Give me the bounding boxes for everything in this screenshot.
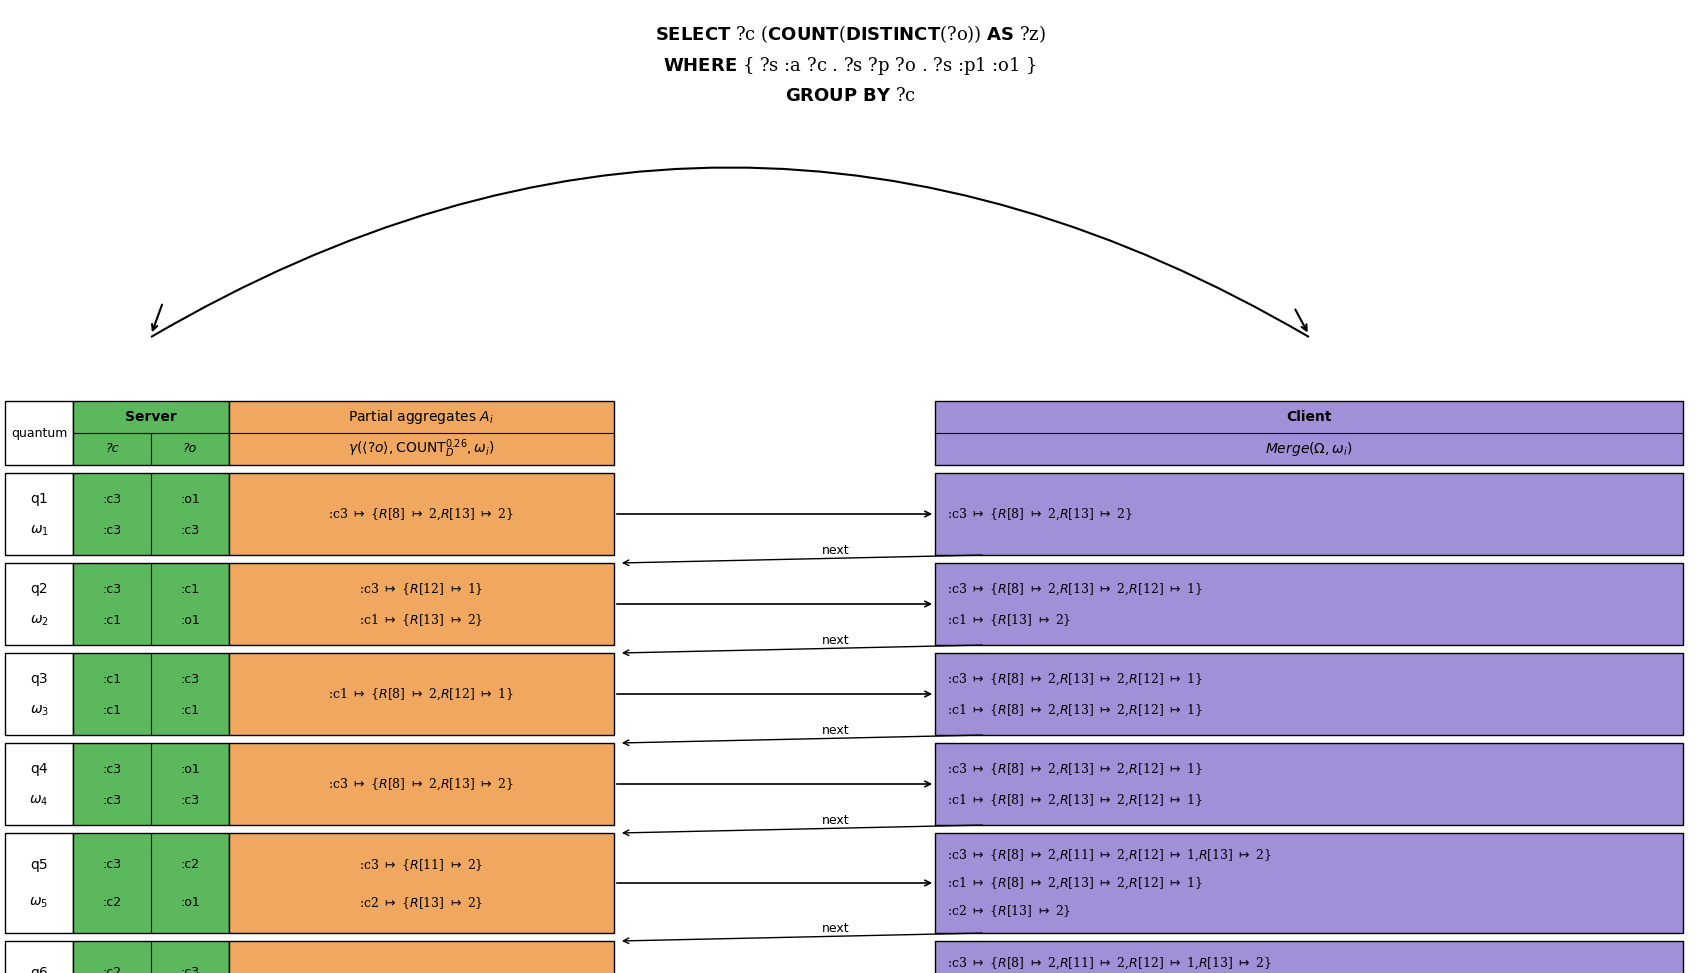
Text: q4: q4 (31, 762, 48, 776)
Text: :c3 $\mapsto$ {$R$[8] $\mapsto$ 2,$R$[11] $\mapsto$ 2,$R$[12] $\mapsto$ 1,$R$[13: :c3 $\mapsto$ {$R$[8] $\mapsto$ 2,$R$[11… (946, 847, 1272, 863)
FancyBboxPatch shape (229, 833, 613, 933)
FancyBboxPatch shape (5, 473, 73, 555)
Text: :c1: :c1 (102, 703, 122, 717)
FancyBboxPatch shape (5, 941, 73, 973)
Text: next: next (822, 634, 849, 647)
Text: :c3 $\mapsto$ {$R$[8] $\mapsto$ 2,$R$[13] $\mapsto$ 2,$R$[12] $\mapsto$ 1}: :c3 $\mapsto$ {$R$[8] $\mapsto$ 2,$R$[13… (946, 582, 1202, 597)
Text: q5: q5 (31, 858, 48, 872)
Text: :c3: :c3 (102, 858, 122, 872)
Text: :c1 $\mapsto$ {$R$[8] $\mapsto$ 2,$R$[13] $\mapsto$ 2,$R$[12] $\mapsto$ 1}: :c1 $\mapsto$ {$R$[8] $\mapsto$ 2,$R$[13… (946, 876, 1202, 890)
FancyBboxPatch shape (5, 653, 73, 735)
Text: :c3: :c3 (102, 794, 122, 807)
Text: :c1 $\mapsto$ {$R$[8] $\mapsto$ 2,$R$[12] $\mapsto$ 1}: :c1 $\mapsto$ {$R$[8] $\mapsto$ 2,$R$[12… (328, 686, 514, 702)
Text: :c1: :c1 (102, 614, 122, 627)
Text: :c3: :c3 (180, 523, 199, 537)
FancyBboxPatch shape (934, 473, 1683, 555)
Text: Client: Client (1285, 410, 1331, 424)
FancyBboxPatch shape (229, 401, 613, 465)
FancyBboxPatch shape (5, 563, 73, 645)
FancyBboxPatch shape (229, 653, 613, 735)
Text: :c2 $\mapsto$ {$R$[13] $\mapsto$ 2}: :c2 $\mapsto$ {$R$[13] $\mapsto$ 2} (946, 903, 1071, 919)
Text: :c1: :c1 (102, 672, 122, 686)
FancyBboxPatch shape (5, 743, 73, 825)
Text: :c3 $\mapsto$ {$R$[12] $\mapsto$ 1}: :c3 $\mapsto$ {$R$[12] $\mapsto$ 1} (358, 581, 484, 597)
Text: :c1 $\mapsto$ {$R$[13] $\mapsto$ 2}: :c1 $\mapsto$ {$R$[13] $\mapsto$ 2} (358, 613, 484, 629)
Text: :c3 $\mapsto$ {$R$[8] $\mapsto$ 2,$R$[13] $\mapsto$ 2}: :c3 $\mapsto$ {$R$[8] $\mapsto$ 2,$R$[13… (328, 776, 514, 792)
FancyBboxPatch shape (229, 473, 613, 555)
Text: :c1 $\mapsto$ {$R$[8] $\mapsto$ 2,$R$[13] $\mapsto$ 2,$R$[12] $\mapsto$ 1}: :c1 $\mapsto$ {$R$[8] $\mapsto$ 2,$R$[13… (946, 703, 1202, 718)
Text: :o1: :o1 (180, 492, 200, 506)
FancyBboxPatch shape (73, 653, 229, 735)
Text: next: next (822, 724, 849, 737)
FancyBboxPatch shape (73, 743, 229, 825)
FancyBboxPatch shape (934, 833, 1683, 933)
Text: :o1: :o1 (180, 896, 200, 910)
Text: :c2: :c2 (102, 896, 122, 910)
Text: :c3: :c3 (180, 794, 199, 807)
Text: :c1: :c1 (180, 703, 199, 717)
Text: :c3 $\mapsto$ {$R$[8] $\mapsto$ 2,$R$[13] $\mapsto$ 2,$R$[12] $\mapsto$ 1}: :c3 $\mapsto$ {$R$[8] $\mapsto$ 2,$R$[13… (946, 762, 1202, 777)
FancyBboxPatch shape (934, 743, 1683, 825)
Text: :c3: :c3 (102, 492, 122, 506)
Text: $\omega_2$: $\omega_2$ (29, 613, 48, 628)
FancyBboxPatch shape (934, 563, 1683, 645)
Text: :c3 $\mapsto$ {$R$[11] $\mapsto$ 2}: :c3 $\mapsto$ {$R$[11] $\mapsto$ 2} (358, 857, 484, 873)
Text: :o1: :o1 (180, 614, 200, 627)
FancyBboxPatch shape (934, 401, 1683, 465)
Text: $\omega_4$: $\omega_4$ (29, 793, 49, 808)
Text: $\mathbf{SELECT}$ ?c ($\mathbf{COUNT}$($\mathbf{DISTINCT}$(?o)) $\mathbf{AS}$ ?z: $\mathbf{SELECT}$ ?c ($\mathbf{COUNT}$($… (654, 23, 1044, 45)
Text: :c1: :c1 (180, 583, 199, 595)
FancyBboxPatch shape (229, 743, 613, 825)
Text: :c3: :c3 (102, 583, 122, 595)
Text: q6: q6 (31, 966, 48, 973)
FancyBboxPatch shape (229, 563, 613, 645)
Text: $\gamma(\langle{?o}\rangle, \mathrm{COUNT}_D^{0.26}, \omega_i)$: $\gamma(\langle{?o}\rangle, \mathrm{COUN… (348, 438, 494, 460)
Text: :c3: :c3 (180, 672, 199, 686)
Text: :c3 $\mapsto$ {$R$[8] $\mapsto$ 2,$R$[13] $\mapsto$ 2}: :c3 $\mapsto$ {$R$[8] $\mapsto$ 2,$R$[13… (328, 506, 514, 522)
Text: $\omega_5$: $\omega_5$ (29, 896, 49, 910)
FancyBboxPatch shape (934, 941, 1683, 973)
Text: $\mathit{Merge}(\Omega, \omega_i)$: $\mathit{Merge}(\Omega, \omega_i)$ (1265, 440, 1352, 458)
Text: ?o: ?o (183, 443, 197, 455)
FancyBboxPatch shape (934, 653, 1683, 735)
FancyBboxPatch shape (5, 833, 73, 933)
Text: q1: q1 (31, 492, 48, 506)
Text: quantum: quantum (10, 426, 68, 440)
Text: :c2 $\mapsto$ {$R$[13] $\mapsto$ 2}: :c2 $\mapsto$ {$R$[13] $\mapsto$ 2} (358, 895, 484, 911)
FancyBboxPatch shape (5, 401, 73, 465)
Text: next: next (822, 814, 849, 827)
FancyBboxPatch shape (73, 833, 229, 933)
FancyBboxPatch shape (73, 563, 229, 645)
Text: q3: q3 (31, 672, 48, 686)
Text: :c2: :c2 (102, 966, 122, 973)
Text: :c3: :c3 (102, 763, 122, 775)
Text: $\mathbf{GROUP\ BY}$ ?c: $\mathbf{GROUP\ BY}$ ?c (784, 87, 915, 105)
Text: :c1 $\mapsto$ {$R$[8] $\mapsto$ 2,$R$[13] $\mapsto$ 2,$R$[12] $\mapsto$ 1}: :c1 $\mapsto$ {$R$[8] $\mapsto$ 2,$R$[13… (946, 793, 1202, 809)
Text: :c3 $\mapsto$ {$R$[8] $\mapsto$ 2,$R$[13] $\mapsto$ 2,$R$[12] $\mapsto$ 1}: :c3 $\mapsto$ {$R$[8] $\mapsto$ 2,$R$[13… (946, 671, 1202, 687)
Text: q2: q2 (31, 582, 48, 596)
FancyBboxPatch shape (73, 401, 229, 465)
Text: :o1: :o1 (180, 763, 200, 775)
Text: :c3: :c3 (180, 966, 199, 973)
FancyBboxPatch shape (229, 941, 613, 973)
Text: :c3 $\mapsto$ {$R$[8] $\mapsto$ 2,$R$[13] $\mapsto$ 2}: :c3 $\mapsto$ {$R$[8] $\mapsto$ 2,$R$[13… (946, 506, 1133, 522)
FancyBboxPatch shape (73, 941, 229, 973)
Text: Server: Server (126, 410, 177, 424)
Text: Partial aggregates $A_i$: Partial aggregates $A_i$ (348, 408, 494, 426)
Text: $\omega_3$: $\omega_3$ (29, 703, 49, 718)
Text: $\omega_1$: $\omega_1$ (29, 523, 49, 538)
Text: ?c: ?c (105, 443, 119, 455)
FancyBboxPatch shape (73, 473, 229, 555)
Text: :c2: :c2 (180, 858, 199, 872)
Text: next: next (822, 544, 849, 557)
Text: :c1 $\mapsto$ {$R$[13] $\mapsto$ 2}: :c1 $\mapsto$ {$R$[13] $\mapsto$ 2} (946, 613, 1071, 629)
Text: :c3 $\mapsto$ {$R$[8] $\mapsto$ 2,$R$[11] $\mapsto$ 2,$R$[12] $\mapsto$ 1,$R$[13: :c3 $\mapsto$ {$R$[8] $\mapsto$ 2,$R$[11… (946, 955, 1272, 971)
Text: next: next (822, 922, 849, 935)
Text: $\mathbf{WHERE}$ { ?s :a ?c . ?s ?p ?o . ?s :p1 :o1 }: $\mathbf{WHERE}$ { ?s :a ?c . ?s ?p ?o .… (662, 55, 1036, 77)
Text: :c3: :c3 (102, 523, 122, 537)
